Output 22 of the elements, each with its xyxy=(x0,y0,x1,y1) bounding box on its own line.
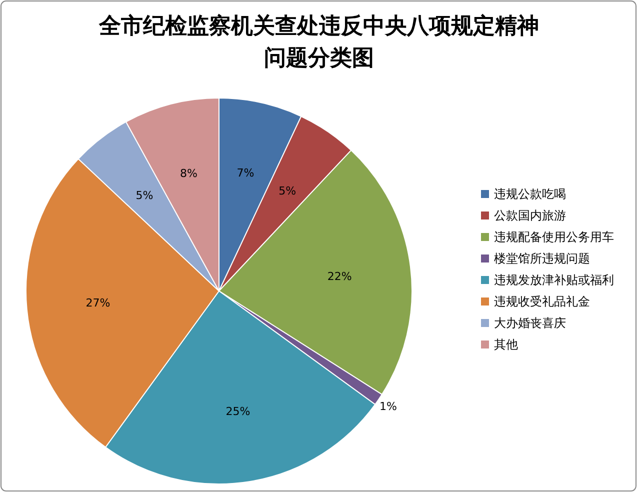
data-label: 5% xyxy=(136,188,154,202)
data-label: 27% xyxy=(86,296,110,310)
pie-slice xyxy=(26,158,220,448)
data-label: 1% xyxy=(379,400,397,413)
legend-label: 其他 xyxy=(494,338,518,352)
pie-slice xyxy=(218,150,412,395)
data-label: 25% xyxy=(226,405,250,418)
legend-label: 违规收受礼品礼金 xyxy=(494,294,590,308)
data-label: 8% xyxy=(180,167,198,180)
data-label: 22% xyxy=(327,270,352,283)
legend-label: 公款国内旅游 xyxy=(494,208,566,222)
pie-slice xyxy=(78,121,220,292)
data-label: 7% xyxy=(236,166,254,180)
legend-label: 楼堂馆所违规问题 xyxy=(494,252,590,266)
legend-label: 违规发放津补贴或福利 xyxy=(494,273,614,287)
pie-slice xyxy=(218,116,352,292)
legend-label: 违规配备使用公务用车 xyxy=(494,230,614,244)
data-label: 5% xyxy=(278,184,296,198)
pie-slice xyxy=(126,98,220,292)
legend-label: 违规公款吃喝 xyxy=(494,187,566,201)
legend-label: 大办婚丧喜庆 xyxy=(494,316,566,330)
chart-title: 全市纪检监察机关查处违反中央八项规定精神问题分类图 xyxy=(98,12,540,73)
